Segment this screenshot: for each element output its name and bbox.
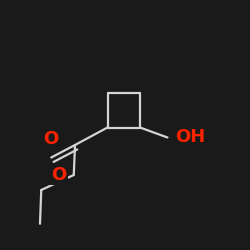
Text: O: O	[44, 130, 59, 148]
Text: OH: OH	[175, 128, 205, 146]
Text: O: O	[51, 166, 66, 184]
